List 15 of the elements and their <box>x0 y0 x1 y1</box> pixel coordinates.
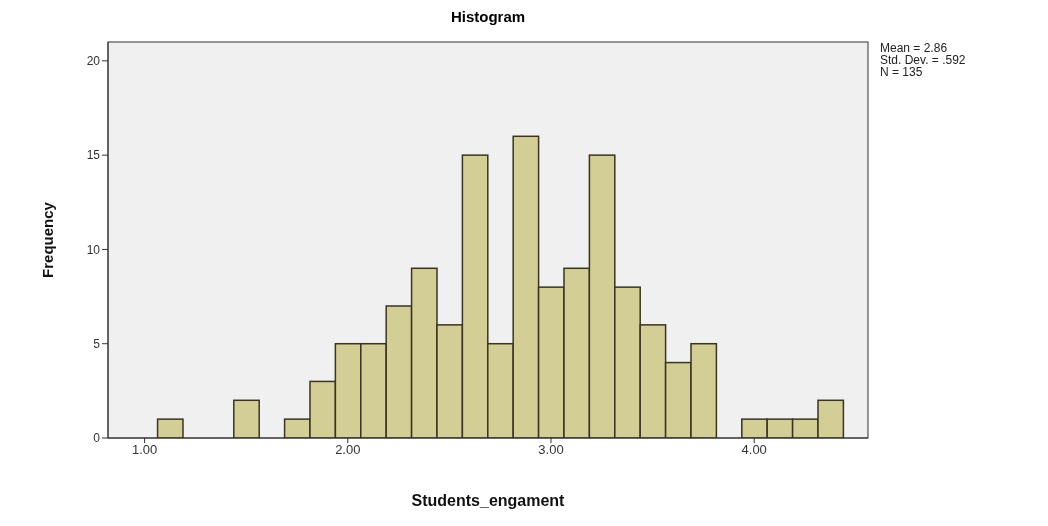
x-tick-label: 2.00 <box>335 442 361 458</box>
text: N = 135 <box>880 65 924 79</box>
chart-title: Histogram <box>449 8 527 25</box>
y-tick-label: 20 <box>86 54 101 69</box>
y-tick-label: 10 <box>86 242 101 257</box>
y-tick-label: 15 <box>86 148 101 163</box>
y-tick-label: 0 <box>93 431 101 446</box>
y-axis-title: Frequency <box>39 201 57 278</box>
y-tick-label: 5 <box>93 336 101 351</box>
x-axis-title: Students_engament <box>411 492 566 509</box>
text: Std. Dev. = .592 <box>880 53 966 67</box>
text: Mean = 2.86 <box>880 41 949 55</box>
x-tick-label: 1.00 <box>131 442 158 458</box>
x-tick-label: 3.00 <box>538 442 564 458</box>
x-tick-label: 4.00 <box>741 442 767 458</box>
